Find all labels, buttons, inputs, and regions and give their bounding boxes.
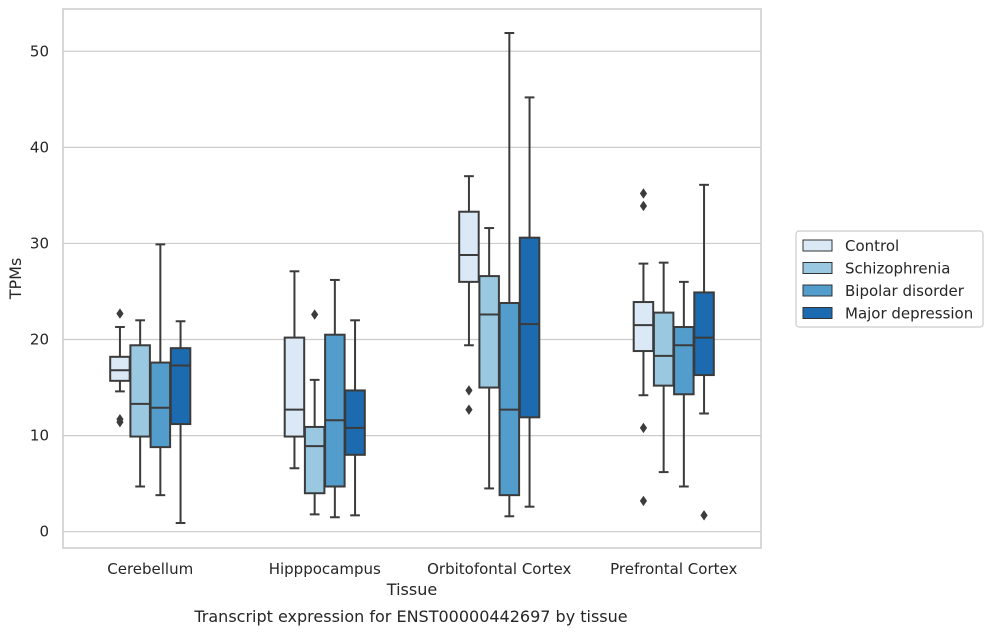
grid-layer xyxy=(63,50,761,533)
legend-label: Schizophrenia xyxy=(845,260,950,278)
box-iqr xyxy=(149,361,172,449)
box-iqr xyxy=(652,311,675,387)
box-iqr xyxy=(673,326,695,396)
box-schizophrenia xyxy=(478,227,500,490)
legend-label: Major depression xyxy=(845,305,973,323)
box-iqr xyxy=(109,355,131,382)
plot-frame xyxy=(62,8,762,549)
box-schizophrenia xyxy=(303,309,326,516)
box-control xyxy=(283,270,306,470)
box-iqr xyxy=(458,210,480,283)
box-control xyxy=(632,188,655,507)
x-tick-label: Hipppocampus xyxy=(269,560,381,578)
box-iqr xyxy=(129,344,151,438)
chart-caption: Transcript expression for ENST0000044269… xyxy=(193,607,627,626)
box-schizophrenia xyxy=(652,261,675,474)
x-axis-label: Tissue xyxy=(386,580,437,599)
box-major-depression xyxy=(693,183,715,521)
x-tick-label: Prefrontal Cortex xyxy=(610,560,737,578)
box-bipolar-disorder xyxy=(673,280,695,488)
box-layer xyxy=(109,32,715,525)
y-tick-label: 40 xyxy=(30,138,49,156)
legend-swatch xyxy=(802,239,833,252)
outlier-point xyxy=(639,188,648,199)
outlier-point xyxy=(639,495,648,507)
box-iqr xyxy=(344,389,366,456)
outlier-point xyxy=(639,200,648,212)
outlier-point xyxy=(465,404,473,415)
box-major-depression xyxy=(344,319,366,517)
outlier-point xyxy=(639,422,648,434)
legend-box xyxy=(795,230,984,328)
y-tick-label: 20 xyxy=(30,331,49,349)
legend-swatch xyxy=(802,307,833,319)
legend-swatch xyxy=(802,262,833,274)
box-iqr xyxy=(169,347,192,426)
box-bipolar-disorder xyxy=(498,32,521,518)
x-tick-labels: Cerebellum Hipppocampus Orbitofontal Corte… xyxy=(107,560,737,578)
box-bipolar-disorder xyxy=(149,243,172,497)
x-tick-label: Cerebellum xyxy=(107,560,193,578)
legend-label: Control xyxy=(845,237,899,255)
outlier-point xyxy=(311,309,319,320)
box-control xyxy=(109,308,131,428)
y-tick-labels: 0 10 20 30 40 50 xyxy=(30,42,49,540)
box-iqr xyxy=(303,425,326,495)
box-iqr xyxy=(498,302,521,497)
box-iqr xyxy=(478,275,500,389)
outlier-point xyxy=(465,385,473,396)
outlier-point xyxy=(700,510,708,521)
box-schizophrenia xyxy=(129,319,151,488)
box-iqr xyxy=(693,291,715,377)
box-iqr xyxy=(632,301,655,353)
box-major-depression xyxy=(518,96,541,508)
x-tick-label: Orbitofontal Cortex xyxy=(427,560,571,578)
box-iqr xyxy=(324,333,346,488)
box-iqr xyxy=(518,236,541,419)
y-tick-label: 50 xyxy=(30,42,49,60)
y-tick-label: 30 xyxy=(30,234,49,252)
outlier-point xyxy=(116,414,124,425)
y-axis-label: TPMs xyxy=(6,258,25,301)
box-bipolar-disorder xyxy=(324,278,346,519)
box-major-depression xyxy=(169,320,192,525)
legend-swatch xyxy=(802,284,833,297)
outlier-point xyxy=(116,308,124,319)
box-iqr xyxy=(283,336,306,438)
y-tick-label: 10 xyxy=(30,427,49,445)
legend: Control Schizophrenia Bipolar disorder Majo… xyxy=(795,230,984,328)
legend-label: Bipolar disorder xyxy=(845,282,965,300)
box-control xyxy=(458,175,480,415)
y-tick-label: 0 xyxy=(39,523,49,541)
